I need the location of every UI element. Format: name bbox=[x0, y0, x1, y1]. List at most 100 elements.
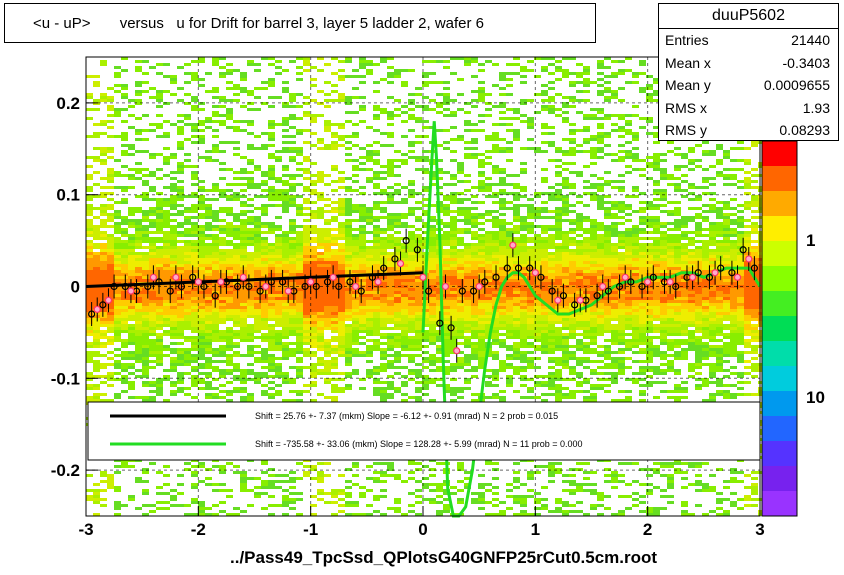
heatmap-cell bbox=[478, 486, 485, 489]
heatmap-cell bbox=[471, 156, 478, 159]
heatmap-cell bbox=[128, 240, 135, 243]
heatmap-cell bbox=[254, 246, 261, 249]
heatmap-cell bbox=[443, 312, 450, 315]
heatmap-cell bbox=[464, 222, 471, 225]
heatmap-cell bbox=[100, 237, 107, 240]
heatmap-cell bbox=[513, 390, 520, 393]
heatmap-cell bbox=[380, 57, 387, 60]
heatmap-cell bbox=[387, 237, 394, 240]
heatmap-cell bbox=[492, 315, 499, 318]
heatmap-cell bbox=[317, 312, 324, 315]
heatmap-cell bbox=[443, 234, 450, 237]
heatmap-cell bbox=[233, 471, 240, 474]
heatmap-cell bbox=[121, 228, 128, 231]
heatmap-cell bbox=[492, 330, 499, 333]
heatmap-cell bbox=[506, 291, 513, 294]
heatmap-cell bbox=[212, 60, 219, 63]
heatmap-cell bbox=[219, 228, 226, 231]
heatmap-cell bbox=[107, 330, 114, 333]
heatmap-cell bbox=[401, 333, 408, 336]
heatmap-cell bbox=[366, 300, 373, 303]
heatmap-cell bbox=[163, 234, 170, 237]
heatmap-cell bbox=[401, 105, 408, 108]
heatmap-cell bbox=[352, 228, 359, 231]
heatmap-cell bbox=[205, 243, 212, 246]
heatmap-cell bbox=[93, 324, 100, 327]
heatmap-cell bbox=[240, 156, 247, 159]
heatmap-cell bbox=[275, 315, 282, 318]
heatmap-cell bbox=[184, 297, 191, 300]
heatmap-cell bbox=[471, 318, 478, 321]
heatmap-cell bbox=[331, 390, 338, 393]
heatmap-cell bbox=[380, 282, 387, 285]
heatmap-cell bbox=[212, 513, 219, 516]
heatmap-cell bbox=[86, 297, 93, 300]
heatmap-cell bbox=[163, 348, 170, 351]
heatmap-cell bbox=[156, 123, 163, 126]
heatmap-cell bbox=[142, 210, 149, 213]
heatmap-cell bbox=[464, 213, 471, 216]
heatmap-cell bbox=[282, 333, 289, 336]
heatmap-cell bbox=[205, 246, 212, 249]
heatmap-cell bbox=[226, 348, 233, 351]
heatmap-cell bbox=[464, 381, 471, 384]
heatmap-cell bbox=[317, 171, 324, 174]
heatmap-cell bbox=[464, 378, 471, 381]
heatmap-cell bbox=[506, 285, 513, 288]
heatmap-cell bbox=[114, 261, 121, 264]
heatmap-cell bbox=[247, 399, 254, 402]
heatmap-cell bbox=[93, 315, 100, 318]
heatmap-cell bbox=[324, 348, 331, 351]
heatmap-cell bbox=[142, 372, 149, 375]
heatmap-cell bbox=[422, 366, 429, 369]
heatmap-cell bbox=[506, 348, 513, 351]
heatmap-cell bbox=[268, 486, 275, 489]
heatmap-cell bbox=[310, 132, 317, 135]
heatmap-cell bbox=[170, 264, 177, 267]
heatmap-cell bbox=[373, 243, 380, 246]
heatmap-cell bbox=[380, 192, 387, 195]
heatmap-cell bbox=[331, 234, 338, 237]
heatmap-cell bbox=[443, 66, 450, 69]
heatmap-cell bbox=[450, 333, 457, 336]
heatmap-cell bbox=[289, 273, 296, 276]
heatmap-cell bbox=[422, 135, 429, 138]
heatmap-cell bbox=[219, 96, 226, 99]
heatmap-cell bbox=[317, 192, 324, 195]
heatmap-cell bbox=[310, 174, 317, 177]
heatmap-cell bbox=[233, 309, 240, 312]
heatmap-cell bbox=[93, 327, 100, 330]
heatmap-cell bbox=[121, 381, 128, 384]
heatmap-cell bbox=[198, 84, 205, 87]
heatmap-cell bbox=[317, 291, 324, 294]
heatmap-cell bbox=[100, 318, 107, 321]
heatmap-cell bbox=[86, 234, 93, 237]
heatmap-cell bbox=[212, 234, 219, 237]
heatmap-cell bbox=[324, 351, 331, 354]
heatmap-cell bbox=[366, 249, 373, 252]
heatmap-cell bbox=[282, 207, 289, 210]
heatmap-cell bbox=[156, 486, 163, 489]
heatmap-cell bbox=[100, 504, 107, 507]
heatmap-cell bbox=[114, 240, 121, 243]
heatmap-cell bbox=[317, 324, 324, 327]
heatmap-cell bbox=[303, 249, 310, 252]
heatmap-cell bbox=[261, 255, 268, 258]
heatmap-cell bbox=[457, 207, 464, 210]
heatmap-cell bbox=[394, 219, 401, 222]
heatmap-cell bbox=[443, 360, 450, 363]
heatmap-cell bbox=[380, 297, 387, 300]
heatmap-cell bbox=[387, 276, 394, 279]
heatmap-cell bbox=[499, 249, 506, 252]
heatmap-cell bbox=[93, 303, 100, 306]
heatmap-cell bbox=[331, 72, 338, 75]
heatmap-cell bbox=[177, 147, 184, 150]
heatmap-cell bbox=[317, 477, 324, 480]
heatmap-cell bbox=[387, 195, 394, 198]
heatmap-cell bbox=[121, 165, 128, 168]
heatmap-cell bbox=[226, 276, 233, 279]
heatmap-cell bbox=[86, 261, 93, 264]
heatmap-cell bbox=[492, 219, 499, 222]
heatmap-cell bbox=[303, 324, 310, 327]
heatmap-cell bbox=[408, 504, 415, 507]
